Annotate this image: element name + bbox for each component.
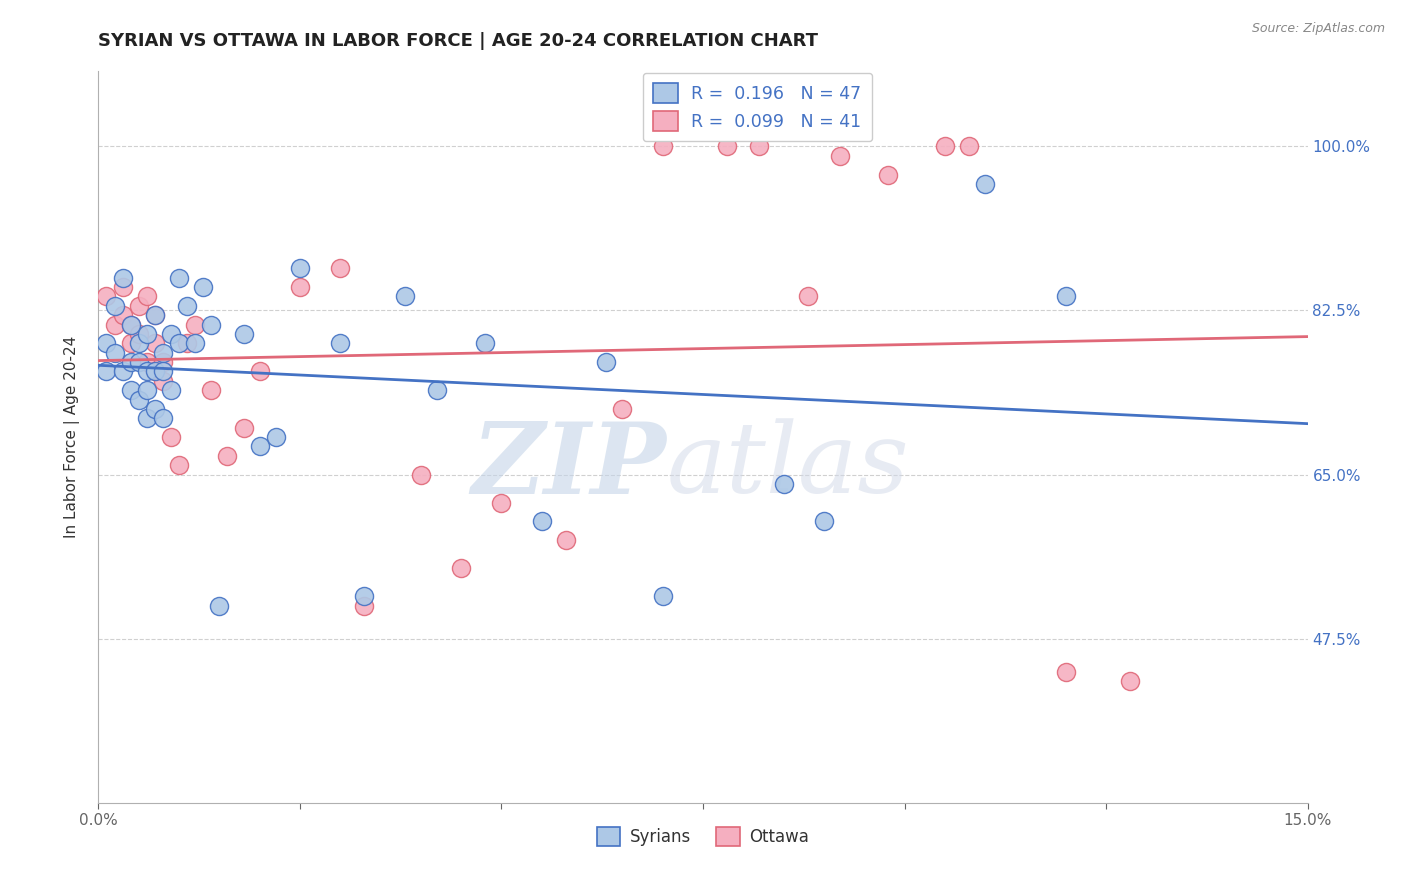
Point [329, 336, 352, 351]
Point [232, 420, 254, 434]
Point [491, 496, 513, 510]
Point [167, 270, 190, 285]
Point [426, 383, 449, 397]
Point [716, 139, 738, 153]
Point [450, 561, 472, 575]
Point [249, 364, 271, 378]
Point [176, 299, 198, 313]
Point [128, 355, 150, 369]
Point [1054, 665, 1077, 679]
Point [135, 326, 157, 341]
Point [128, 336, 150, 351]
Point [143, 308, 166, 322]
Point [813, 515, 835, 529]
Point [135, 411, 157, 425]
Point [96, 336, 118, 351]
Legend: Syrians, Ottawa: Syrians, Ottawa [591, 821, 815, 853]
Point [1054, 289, 1077, 303]
Point [184, 318, 207, 332]
Point [103, 299, 125, 313]
Point [135, 355, 157, 369]
Point [288, 261, 311, 276]
Point [143, 364, 166, 378]
Text: ZIP: ZIP [472, 418, 666, 515]
Point [1119, 673, 1142, 688]
Point [530, 515, 553, 529]
Point [200, 383, 222, 397]
Text: atlas: atlas [666, 418, 910, 514]
Point [143, 308, 166, 322]
Point [184, 336, 207, 351]
Point [120, 336, 142, 351]
Point [200, 318, 222, 332]
Point [193, 280, 215, 294]
Point [111, 308, 134, 322]
Point [111, 270, 134, 285]
Point [167, 458, 190, 473]
Point [797, 289, 820, 303]
Point [974, 177, 997, 191]
Point [111, 280, 134, 294]
Point [160, 326, 183, 341]
Point [152, 364, 174, 378]
Point [474, 336, 496, 351]
Point [329, 261, 352, 276]
Point [828, 149, 851, 163]
Point [143, 401, 166, 416]
Point [877, 168, 900, 182]
Point [103, 345, 125, 359]
Point [288, 280, 311, 294]
Point [612, 401, 634, 416]
Point [232, 326, 254, 341]
Point [120, 318, 142, 332]
Point [128, 326, 150, 341]
Point [135, 289, 157, 303]
Point [135, 364, 157, 378]
Point [120, 318, 142, 332]
Point [748, 139, 770, 153]
Point [651, 139, 673, 153]
Point [217, 449, 239, 463]
Point [120, 355, 142, 369]
Point [143, 336, 166, 351]
Point [772, 477, 794, 491]
Point [160, 430, 183, 444]
Point [555, 533, 578, 548]
Point [152, 355, 174, 369]
Point [152, 345, 174, 359]
Point [394, 289, 416, 303]
Point [120, 383, 142, 397]
Point [167, 336, 190, 351]
Point [152, 374, 174, 388]
Point [96, 289, 118, 303]
Point [249, 440, 271, 454]
Text: SYRIAN VS OTTAWA IN LABOR FORCE | AGE 20-24 CORRELATION CHART: SYRIAN VS OTTAWA IN LABOR FORCE | AGE 20… [98, 32, 818, 50]
Point [595, 355, 617, 369]
Text: Source: ZipAtlas.com: Source: ZipAtlas.com [1251, 22, 1385, 36]
Point [353, 590, 375, 604]
Point [208, 599, 231, 613]
Point [957, 139, 980, 153]
Point [143, 364, 166, 378]
Point [103, 318, 125, 332]
Point [135, 383, 157, 397]
Point [176, 336, 198, 351]
Point [651, 590, 673, 604]
Point [264, 430, 287, 444]
Point [934, 139, 956, 153]
Point [409, 467, 432, 482]
Point [160, 383, 183, 397]
Point [111, 364, 134, 378]
Point [128, 392, 150, 407]
Point [152, 411, 174, 425]
Point [96, 364, 118, 378]
Point [128, 299, 150, 313]
Point [353, 599, 375, 613]
Y-axis label: In Labor Force | Age 20-24: In Labor Force | Age 20-24 [63, 336, 80, 538]
